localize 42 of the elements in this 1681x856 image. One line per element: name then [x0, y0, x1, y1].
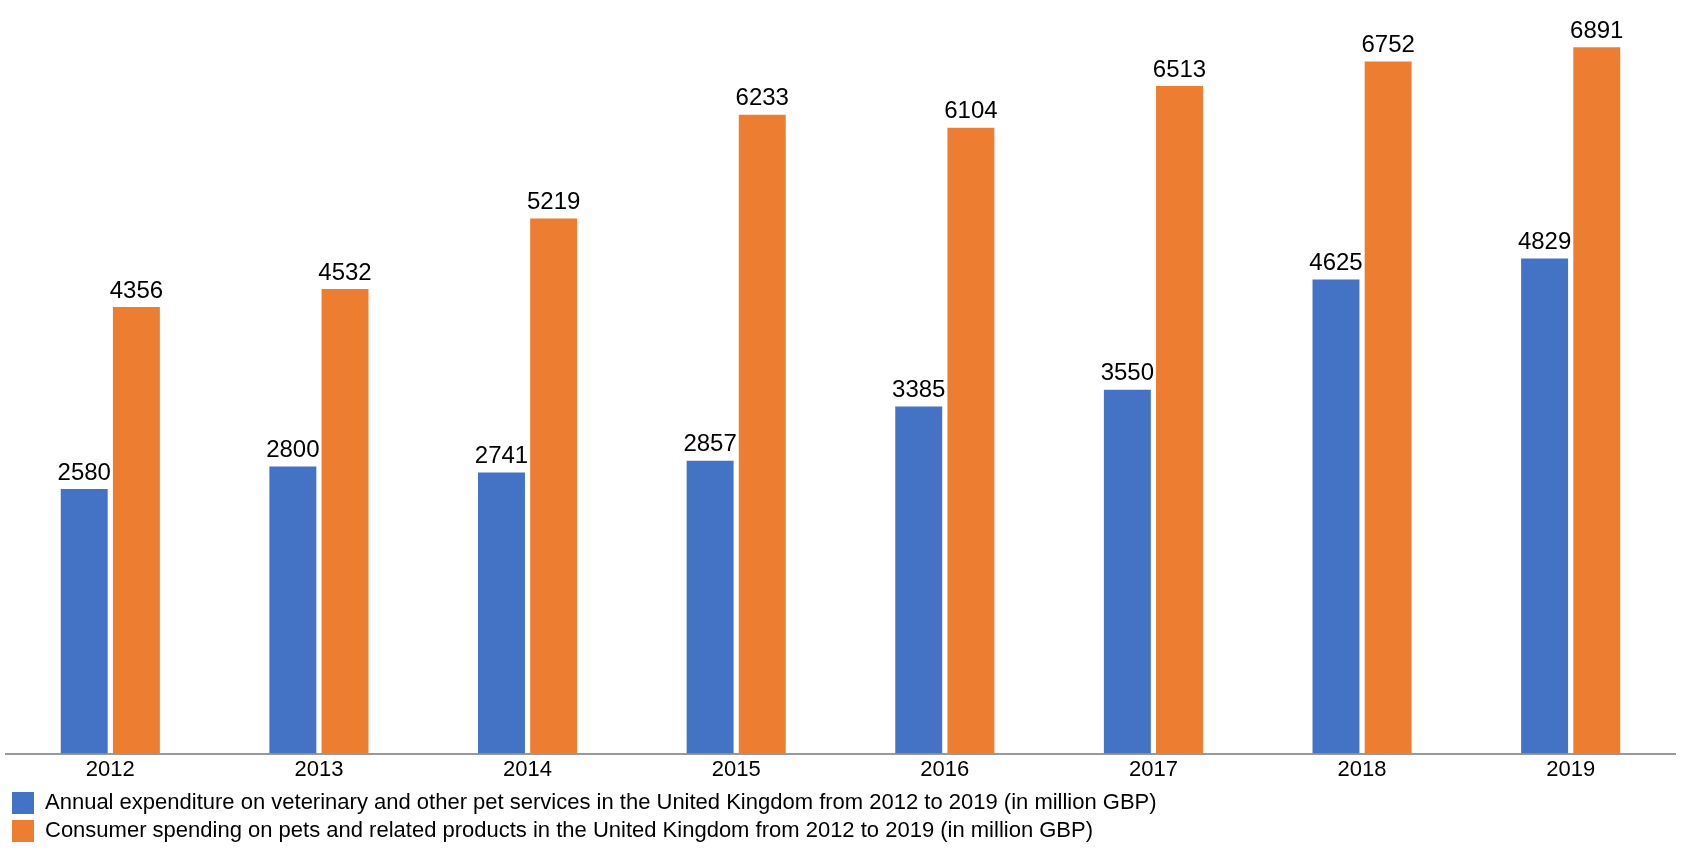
bar	[947, 127, 995, 754]
bar	[269, 466, 317, 754]
data-label: 3550	[1100, 358, 1155, 386]
bar	[321, 289, 369, 754]
data-label: 5219	[526, 187, 581, 215]
bar	[1364, 61, 1412, 754]
data-label: 6104	[944, 96, 998, 124]
bar	[60, 489, 108, 754]
x-tick-label: 2016	[920, 755, 970, 781]
data-label: 2800	[266, 435, 320, 463]
bar	[1521, 258, 1569, 754]
bar	[895, 406, 943, 754]
x-tick-label: 2017	[1128, 755, 1178, 781]
data-label: 4532	[318, 257, 372, 285]
x-tick-label: 2014	[503, 755, 553, 781]
data-label: 6233	[735, 83, 789, 111]
data-label: 2857	[683, 429, 737, 457]
x-tick-label: 2019	[1546, 755, 1596, 781]
data-label: 2580	[57, 457, 111, 485]
x-tick-label: 2012	[85, 755, 135, 781]
data-label: 6891	[1570, 15, 1624, 43]
data-label: 4625	[1309, 248, 1363, 276]
bar	[1573, 47, 1621, 754]
x-tick-label: 2013	[294, 755, 344, 781]
bar	[738, 114, 786, 754]
bar	[478, 472, 525, 754]
legend-label: Consumer spending on pets and related products in the United Kingdom from 2012 to 2019 (in million GBP)	[45, 817, 1094, 843]
data-label: 4356	[109, 275, 164, 303]
bar	[530, 218, 578, 754]
bar	[1156, 85, 1203, 754]
bar	[686, 460, 734, 754]
data-label: 4829	[1517, 227, 1572, 255]
x-tick-label: 2018	[1337, 755, 1387, 781]
data-label: 2741	[474, 441, 529, 469]
legend-label: Annual expenditure on veterinary and other pet services in the United Kingdom from 2012 to 2019 (in million GBP)	[45, 789, 1157, 815]
bar	[112, 307, 160, 754]
x-tick-label: 2015	[711, 755, 761, 781]
data-label: 6752	[1361, 30, 1415, 58]
bar	[1103, 389, 1151, 754]
data-label: 3385	[892, 375, 946, 403]
data-label: 6513	[1152, 54, 1207, 82]
bar	[1312, 279, 1360, 754]
